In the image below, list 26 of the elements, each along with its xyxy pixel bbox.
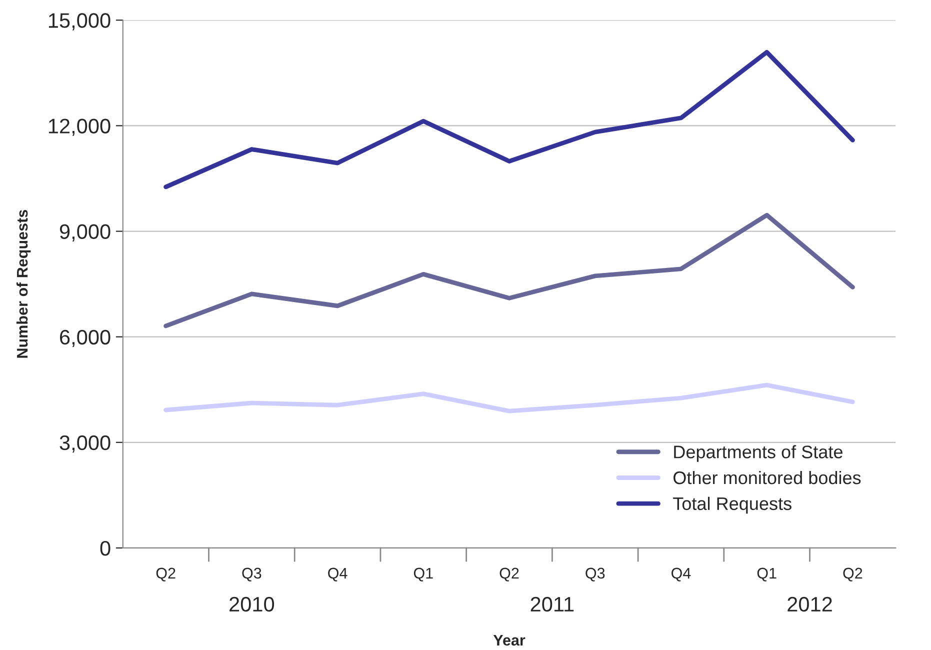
- y-tick-label: 0: [100, 540, 110, 556]
- x-tick-label: Q3: [242, 568, 262, 582]
- y-axis-title: Number of Requests: [16, 210, 31, 358]
- x-tick-label: Q2: [500, 568, 519, 582]
- text: 2011: [530, 596, 574, 612]
- legend-label: Total Requests: [673, 496, 792, 514]
- y-tick-label: 3,000: [60, 435, 110, 453]
- line-series: [164, 212, 855, 328]
- x-tick-label: Q1: [414, 568, 433, 582]
- y-tick-label: 12,000: [48, 118, 110, 136]
- text: 2012: [788, 596, 832, 612]
- x-tick-label: Q1: [757, 568, 776, 582]
- legend-label: Other monitored bodies: [674, 470, 861, 484]
- x-tick-label: Q2: [156, 568, 176, 582]
- x-tick-label: Q2: [843, 568, 862, 582]
- y-tick-label: 15,000: [48, 13, 110, 30]
- x-tick-label: Q3: [586, 568, 605, 582]
- x-axis-title: Year: [493, 634, 526, 646]
- y-tick-label: 9,000: [60, 224, 110, 242]
- line-series: [164, 382, 855, 414]
- legend-label: Departments of State: [674, 445, 842, 462]
- x-tick-label: Q4: [672, 568, 691, 582]
- y-tick-label: 6,000: [60, 330, 110, 348]
- text: 2010: [230, 596, 274, 612]
- line-series: [164, 50, 855, 190]
- x-tick-label: Q4: [328, 568, 348, 582]
